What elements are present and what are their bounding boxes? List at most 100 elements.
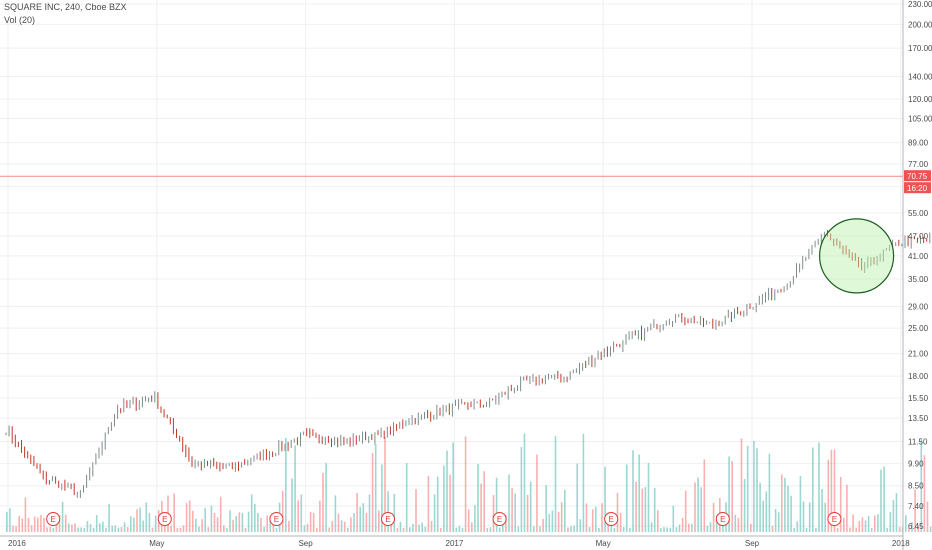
volume-bar bbox=[886, 527, 888, 532]
volume-bar bbox=[774, 509, 777, 532]
volume-bar bbox=[663, 527, 665, 532]
volume-bar bbox=[691, 523, 693, 532]
earnings-marker[interactable]: E bbox=[269, 512, 284, 526]
volume-bar bbox=[477, 464, 479, 532]
earnings-marker-circle bbox=[827, 512, 842, 526]
volume-bar bbox=[511, 487, 513, 532]
volume-bar bbox=[337, 513, 340, 532]
earnings-marker[interactable]: E bbox=[604, 512, 619, 526]
volume-bar bbox=[303, 525, 306, 532]
volume-bar bbox=[486, 527, 489, 532]
volume-bar bbox=[331, 520, 334, 532]
volume-bar bbox=[833, 449, 836, 532]
volume-bar bbox=[768, 453, 771, 532]
volume-bar bbox=[681, 517, 684, 532]
volume-bar bbox=[424, 526, 427, 532]
price-series bbox=[5, 230, 931, 498]
volume-bar bbox=[929, 526, 932, 532]
volume-bar bbox=[188, 500, 191, 532]
y-tick-label: 6.45 bbox=[908, 522, 924, 531]
volume-bar bbox=[697, 477, 699, 532]
volume-bar bbox=[353, 513, 355, 532]
volume-bar bbox=[874, 515, 876, 532]
earnings-marker[interactable]: E bbox=[157, 512, 172, 526]
x-tick-label: Sep bbox=[745, 539, 760, 548]
y-tick-label: 13.50 bbox=[908, 414, 929, 423]
x-tick-label: 2016 bbox=[8, 539, 26, 548]
volume-bar bbox=[709, 522, 712, 532]
earnings-marker[interactable]: E bbox=[492, 512, 507, 526]
volume-bar bbox=[715, 515, 718, 532]
volume-bar bbox=[523, 433, 526, 532]
volume-bar bbox=[412, 523, 414, 532]
volume-bars bbox=[6, 433, 932, 532]
volume-bar bbox=[892, 500, 895, 532]
volume-bar bbox=[622, 526, 625, 532]
y-tick-label: 7.40 bbox=[908, 502, 924, 511]
volume-bar bbox=[340, 520, 343, 532]
volume-bar bbox=[182, 525, 185, 532]
volume-bar bbox=[706, 525, 709, 532]
volume-bar bbox=[33, 516, 36, 532]
volume-bar bbox=[678, 524, 681, 532]
volume-bar bbox=[111, 525, 113, 532]
volume-bar bbox=[836, 527, 839, 532]
volume-bar bbox=[545, 485, 547, 532]
volume-bar bbox=[867, 516, 870, 532]
volume-bar bbox=[895, 493, 898, 532]
volume-bar bbox=[108, 504, 110, 532]
volume-bar bbox=[232, 519, 234, 532]
volume-bar bbox=[641, 488, 644, 532]
volume-bar bbox=[133, 517, 135, 532]
volume-bar bbox=[27, 517, 30, 532]
volume-bar bbox=[731, 461, 733, 532]
y-tick-label: 35.00 bbox=[908, 275, 929, 284]
volume-bar bbox=[322, 472, 324, 532]
y-tick-label: 47.00 bbox=[908, 232, 929, 241]
volume-bar bbox=[223, 525, 225, 532]
volume-bar bbox=[362, 503, 365, 532]
volume-bar bbox=[827, 459, 830, 532]
earnings-marker[interactable]: E bbox=[827, 512, 842, 526]
y-tick-label: 77.00 bbox=[908, 160, 929, 169]
volume-bar bbox=[750, 523, 752, 532]
volume-bar bbox=[37, 517, 39, 532]
volume-bar bbox=[294, 445, 296, 532]
volume-bar bbox=[461, 527, 464, 532]
volume-bar bbox=[58, 515, 61, 532]
volume-bar bbox=[64, 514, 67, 532]
volume-bar bbox=[703, 459, 706, 532]
volume-bar bbox=[920, 439, 923, 532]
earnings-marker[interactable]: E bbox=[46, 512, 61, 526]
volume-bar bbox=[898, 526, 901, 532]
volume-bar bbox=[700, 487, 702, 532]
volume-bar bbox=[254, 503, 256, 532]
volume-bar bbox=[777, 512, 780, 532]
volume-bar bbox=[55, 524, 58, 532]
volume-bar bbox=[855, 527, 857, 532]
volume-bar bbox=[638, 454, 640, 532]
volume-bar bbox=[743, 479, 746, 532]
volume-bar bbox=[464, 436, 467, 532]
volume-bar bbox=[74, 523, 76, 532]
volume-bar bbox=[666, 527, 668, 532]
volume-bar bbox=[799, 476, 802, 532]
volume-bar bbox=[684, 490, 687, 532]
volume-bar bbox=[52, 527, 55, 532]
y-tick-label: 230.00 bbox=[908, 0, 932, 9]
grid bbox=[0, 0, 903, 532]
earnings-marker[interactable]: E bbox=[715, 512, 730, 526]
volume-bar bbox=[15, 526, 17, 532]
volume-bar bbox=[170, 525, 172, 532]
volume-bar bbox=[923, 455, 926, 532]
volume-bar bbox=[560, 502, 563, 532]
volume-bar bbox=[151, 527, 154, 532]
volume-bar bbox=[316, 527, 318, 532]
volume-bar bbox=[415, 489, 417, 532]
volume-bar bbox=[759, 482, 761, 532]
y-tick-label: 170.00 bbox=[908, 44, 932, 53]
earnings-marker[interactable]: E bbox=[381, 512, 395, 526]
volume-bar bbox=[526, 495, 529, 532]
